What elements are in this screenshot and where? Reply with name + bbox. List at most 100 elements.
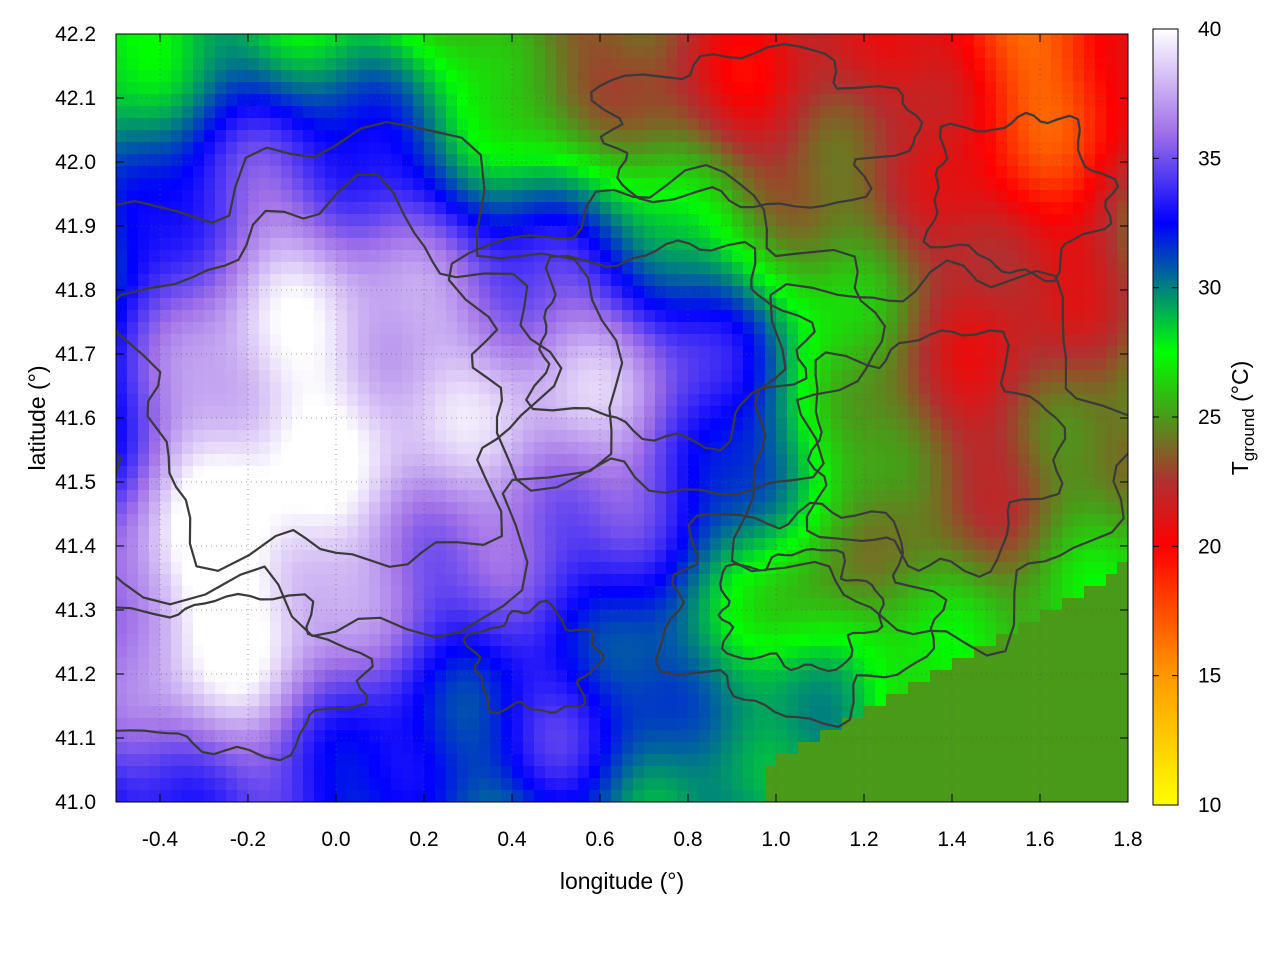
- heatmap-cell: [897, 478, 909, 491]
- heatmap-cell: [490, 286, 502, 299]
- heatmap-cell: [963, 526, 975, 539]
- heatmap-cell: [622, 382, 634, 395]
- heatmap-cell: [820, 658, 832, 671]
- heatmap-cell: [1040, 670, 1052, 683]
- heatmap-cell: [149, 514, 161, 527]
- heatmap-cell: [996, 382, 1008, 395]
- heatmap-cell: [996, 418, 1008, 431]
- heatmap-cell: [732, 394, 744, 407]
- heatmap-cell: [1084, 130, 1096, 143]
- heatmap-cell: [1117, 334, 1128, 347]
- heatmap-cell: [446, 394, 458, 407]
- heatmap-cell: [556, 226, 568, 239]
- heatmap-cell: [853, 58, 865, 71]
- heatmap-cell: [1007, 394, 1019, 407]
- heatmap-cell: [314, 514, 326, 527]
- heatmap-cell: [358, 214, 370, 227]
- heatmap-cell: [930, 454, 942, 467]
- heatmap-cell: [633, 382, 645, 395]
- heatmap-cell: [1095, 574, 1107, 587]
- heatmap-cell: [1117, 106, 1128, 119]
- heatmap-cell: [259, 526, 271, 539]
- heatmap-cell: [435, 562, 447, 575]
- heatmap-cell: [941, 130, 953, 143]
- heatmap-cell: [589, 226, 601, 239]
- heatmap-cell: [897, 58, 909, 71]
- heatmap-cell: [1106, 514, 1118, 527]
- heatmap-cell: [358, 226, 370, 239]
- heatmap-cell: [402, 466, 414, 479]
- heatmap-cell: [886, 298, 898, 311]
- heatmap-cell: [996, 358, 1008, 371]
- heatmap-cell: [556, 394, 568, 407]
- heatmap-cell: [820, 238, 832, 251]
- heatmap-cell: [875, 406, 887, 419]
- heatmap-cell: [853, 310, 865, 323]
- heatmap-cell: [182, 490, 194, 503]
- heatmap-cell: [820, 634, 832, 647]
- heatmap-cell: [314, 382, 326, 395]
- heatmap-cell: [468, 58, 480, 71]
- heatmap-cell: [369, 622, 381, 635]
- heatmap-cell: [974, 670, 986, 683]
- heatmap-cell: [721, 610, 733, 623]
- heatmap-cell: [523, 94, 535, 107]
- heatmap-cell: [677, 262, 689, 275]
- heatmap-cell: [677, 298, 689, 311]
- heatmap-cell: [1117, 46, 1128, 59]
- heatmap-cell: [1106, 670, 1118, 683]
- heatmap-cell: [930, 226, 942, 239]
- heatmap-cell: [534, 262, 546, 275]
- heatmap-cell: [248, 130, 260, 143]
- heatmap-cell: [963, 250, 975, 263]
- heatmap-cell: [622, 202, 634, 215]
- heatmap-cell: [578, 94, 590, 107]
- heatmap-cell: [435, 478, 447, 491]
- heatmap-cell: [237, 514, 249, 527]
- heatmap-cell: [644, 58, 656, 71]
- heatmap-cell: [523, 286, 535, 299]
- heatmap-cell: [732, 262, 744, 275]
- heatmap-cell: [556, 94, 568, 107]
- heatmap-cell: [886, 622, 898, 635]
- heatmap-cell: [578, 634, 590, 647]
- heatmap-cell: [875, 322, 887, 335]
- heatmap-cell: [545, 202, 557, 215]
- heatmap-cell: [479, 478, 491, 491]
- heatmap-cell: [622, 250, 634, 263]
- heatmap-cell: [622, 466, 634, 479]
- heatmap-cell: [886, 526, 898, 539]
- heatmap-cell: [138, 430, 150, 443]
- heatmap-cell: [985, 346, 997, 359]
- heatmap-cell: [952, 310, 964, 323]
- heatmap-cell: [303, 94, 315, 107]
- heatmap-cell: [853, 646, 865, 659]
- heatmap-cell: [1018, 454, 1030, 467]
- heatmap-cell: [1051, 226, 1063, 239]
- heatmap-cell: [215, 202, 227, 215]
- heatmap-cell: [908, 34, 920, 47]
- heatmap-cell: [732, 202, 744, 215]
- heatmap-cell: [831, 634, 843, 647]
- heatmap-cell: [501, 394, 513, 407]
- heatmap-cell: [589, 646, 601, 659]
- heatmap-cell: [974, 130, 986, 143]
- heatmap-cell: [347, 322, 359, 335]
- heatmap-cell: [798, 538, 810, 551]
- heatmap-cell: [941, 226, 953, 239]
- heatmap-cell: [391, 274, 403, 287]
- heatmap-cell: [897, 310, 909, 323]
- heatmap-cell: [1007, 70, 1019, 83]
- heatmap-cell: [776, 502, 788, 515]
- heatmap-cell: [820, 466, 832, 479]
- heatmap-cell: [589, 310, 601, 323]
- heatmap-cell: [831, 94, 843, 107]
- heatmap-cell: [512, 622, 524, 635]
- heatmap-cell: [1051, 214, 1063, 227]
- heatmap-cell: [446, 670, 458, 683]
- heatmap-cell: [303, 238, 315, 251]
- heatmap-cell: [1073, 310, 1085, 323]
- heatmap-cell: [127, 262, 139, 275]
- heatmap-cell: [270, 190, 282, 203]
- heatmap-cell: [1117, 394, 1128, 407]
